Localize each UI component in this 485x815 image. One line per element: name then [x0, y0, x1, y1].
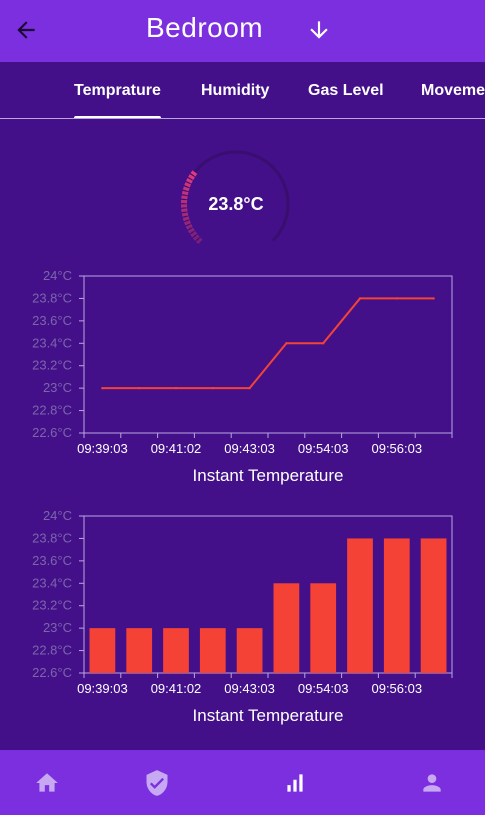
gauge-tick [187, 227, 195, 234]
data-point [285, 342, 288, 345]
bar [236, 628, 263, 673]
gauge-tick [181, 208, 188, 213]
gauge-track [182, 150, 290, 242]
gauge-tick [182, 216, 190, 222]
tab-label: Temprature [74, 82, 161, 99]
bar [199, 628, 226, 673]
gauge-tick [195, 237, 203, 245]
gauge-tick [181, 212, 189, 217]
bar [89, 628, 116, 673]
gauge-tick [188, 174, 195, 180]
data-point [174, 386, 178, 390]
tab-movement[interactable]: Movement [421, 62, 485, 118]
bar-chart: 24°C 23.8°C 23.6°C 23.4°C 23.2°C 23°C 22.8°C 22… [32, 508, 453, 725]
bar [383, 538, 410, 673]
gauge-track-arc [182, 150, 290, 242]
y-tick-label: 23.4°C [32, 575, 72, 590]
gauge-value: 23.8°C [208, 194, 264, 214]
data-point [432, 297, 435, 300]
download-button[interactable] [303, 14, 335, 46]
bar [310, 583, 337, 673]
y-tick-label: 23.2°C [32, 598, 72, 613]
x-axis-title: Instant Temperature [193, 466, 344, 485]
tab-label: Gas Level [308, 82, 384, 99]
tab-label: Humidity [201, 82, 270, 99]
tab-humidity[interactable]: Humidity [201, 62, 270, 118]
bottom-navigation [0, 750, 485, 815]
y-tick-label: 24°C [43, 508, 72, 523]
bar [126, 628, 153, 673]
y-tick-label: 23.8°C [32, 530, 72, 545]
y-tick-label: 23.8°C [32, 290, 72, 305]
gauge-tick [186, 178, 193, 184]
nav-security[interactable] [142, 768, 172, 798]
bar [420, 538, 447, 673]
tab-label: Movement [421, 82, 485, 99]
nav-home[interactable] [32, 768, 62, 798]
shield-check-icon [146, 770, 168, 796]
x-tick-label: 09:41:02 [151, 681, 202, 696]
y-tick-label: 23.6°C [32, 313, 72, 328]
gauge-tick [184, 182, 192, 188]
tab-temperature[interactable]: Temprature [74, 62, 161, 118]
nav-statistics[interactable] [280, 768, 310, 798]
x-tick-label: 09:43:03 [224, 441, 275, 456]
x-tick-label: 09:54:03 [298, 441, 349, 456]
back-button[interactable] [10, 14, 42, 46]
arrow-left-icon [17, 21, 35, 39]
gauge-tick [181, 190, 189, 196]
page-title: Bedroom [146, 12, 264, 43]
gauge-tick [192, 234, 200, 241]
y-tick-label: 23.4°C [32, 335, 72, 350]
y-tick-label: 24°C [43, 268, 72, 283]
gauge-tick [190, 231, 198, 238]
x-tick-label: 09:43:03 [224, 681, 275, 696]
gauge-tick [185, 223, 193, 230]
y-tick-label: 22.6°C [32, 425, 72, 440]
data-point [101, 386, 104, 390]
gauge-fill [180, 170, 203, 245]
data-point [248, 386, 251, 390]
gauge-tick [182, 186, 190, 192]
home-icon [36, 773, 58, 792]
temperature-gauge [180, 150, 290, 245]
x-tick-label: 09:39:03 [77, 441, 128, 456]
bar [273, 583, 300, 673]
nav-profile[interactable] [417, 768, 447, 798]
tab-bar: Temprature Humidity Gas Level Movement [0, 62, 485, 119]
tab-gas-level[interactable]: Gas Level [308, 62, 384, 118]
person-icon [423, 774, 441, 792]
series-line [102, 297, 434, 390]
data-point [211, 386, 214, 390]
line-chart: 24°C 23.8°C 23.6°C 23.4°C 23.2°C 23°C 22.8°C 22… [32, 268, 453, 485]
gauge-tick [181, 195, 188, 200]
y-tick-label: 23.2°C [32, 358, 72, 373]
data-point [322, 342, 325, 345]
x-tick-label: 09:56:03 [371, 441, 422, 456]
data-point [395, 297, 398, 300]
app-bar: Bedroom [0, 0, 485, 62]
x-tick-label: 09:41:02 [151, 441, 202, 456]
gauge-tick [190, 170, 198, 177]
x-tick-label: 09:39:03 [77, 681, 128, 696]
y-tick-label: 23°C [43, 380, 72, 395]
x-axis-title: Instant Temperature [193, 706, 344, 725]
bar [163, 628, 189, 673]
y-tick-label: 22.6°C [32, 665, 72, 680]
y-tick-label: 23°C [43, 620, 72, 635]
x-tick-label: 09:56:03 [371, 681, 422, 696]
y-tick-label: 22.8°C [32, 643, 72, 658]
data-point [138, 386, 141, 390]
y-tick-label: 23.6°C [32, 553, 72, 568]
arrow-down-icon [310, 21, 328, 39]
bar [347, 538, 373, 673]
bar-chart-icon [287, 774, 303, 792]
y-tick-label: 22.8°C [32, 403, 72, 418]
x-tick-label: 09:54:03 [298, 681, 349, 696]
data-point [358, 297, 362, 300]
gauge-tick [184, 220, 191, 226]
